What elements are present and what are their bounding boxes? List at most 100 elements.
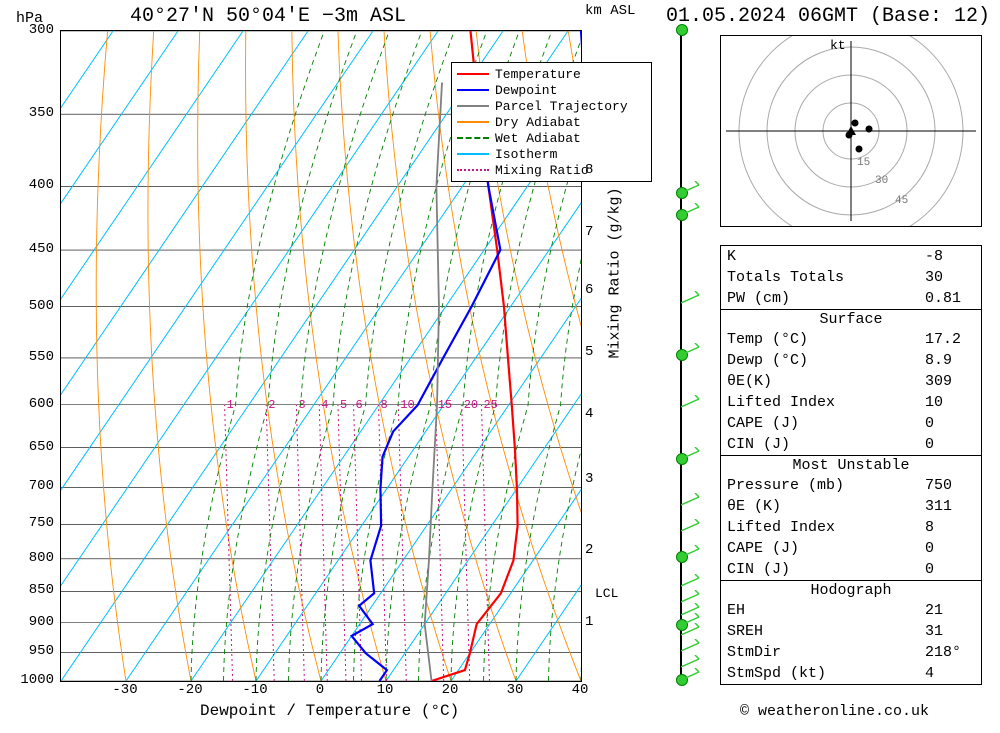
- mixing-ratio-value: 25: [483, 398, 497, 412]
- param-value: 311: [925, 496, 975, 517]
- x-axis-ticks: -30-20-10010203040: [60, 682, 580, 702]
- pressure-tick: 900: [29, 614, 54, 630]
- mixing-ratio-value: 20: [464, 398, 478, 412]
- data-row: Totals Totals30: [721, 267, 981, 288]
- param-name: Lifted Index: [727, 517, 925, 538]
- temp-tick: 30: [507, 682, 524, 698]
- param-name: PW (cm): [727, 288, 925, 309]
- mixing-ratio-value: 10: [400, 398, 414, 412]
- location-title: 40°27'N 50°04'E −3m ASL: [130, 5, 406, 28]
- data-row: Temp (°C)17.2: [721, 329, 981, 350]
- pressure-tick: 550: [29, 349, 54, 365]
- data-row: CAPE (J)0: [721, 538, 981, 559]
- param-value: 0: [925, 538, 975, 559]
- legend-row: Dry Adiabat: [457, 114, 646, 130]
- param-value: 4: [925, 663, 975, 684]
- svg-text:30: 30: [875, 175, 888, 187]
- temp-tick: -10: [242, 682, 267, 698]
- param-value: -8: [925, 246, 975, 267]
- pressure-tick: 500: [29, 298, 54, 314]
- data-row: EH21: [721, 600, 981, 621]
- mixing-ratio-value: 15: [438, 398, 452, 412]
- data-row: StmSpd (kt)4: [721, 663, 981, 684]
- hodograph: 153045: [720, 35, 982, 227]
- lcl-label: LCL: [595, 586, 618, 601]
- param-name: θE (K): [727, 496, 925, 517]
- param-value: 218°: [925, 642, 975, 663]
- param-value: 0: [925, 559, 975, 580]
- legend-label: Temperature: [495, 67, 581, 82]
- skewt-plot: TemperatureDewpointParcel TrajectoryDry …: [60, 30, 582, 682]
- pressure-tick: 300: [29, 22, 54, 38]
- mixing-ratio-label: Mixing Ratio (g/kg): [607, 187, 624, 358]
- wind-barb: [681, 493, 705, 517]
- wind-barb: [681, 291, 705, 315]
- wind-barb: [681, 343, 705, 367]
- param-value: 21: [925, 600, 975, 621]
- legend-row: Isotherm: [457, 146, 646, 162]
- pressure-tick: 450: [29, 241, 54, 257]
- param-name: Totals Totals: [727, 267, 925, 288]
- param-name: StmSpd (kt): [727, 663, 925, 684]
- data-row: θE (K)311: [721, 496, 981, 517]
- wind-barb: [681, 545, 705, 569]
- data-row: K-8: [721, 246, 981, 267]
- legend-swatch: [457, 121, 489, 123]
- param-value: 30: [925, 267, 975, 288]
- legend-swatch: [457, 169, 489, 171]
- param-name: CAPE (J): [727, 538, 925, 559]
- data-row: Pressure (mb)750: [721, 475, 981, 496]
- y-axis-right-unit: km ASL: [585, 4, 635, 19]
- pressure-tick: 950: [29, 643, 54, 659]
- mixing-ratio-value: 2: [268, 398, 275, 412]
- altitude-tick: 5: [585, 344, 593, 360]
- indices-table: K-8Totals Totals30PW (cm)0.81SurfaceTemp…: [720, 245, 982, 685]
- pressure-tick: 650: [29, 439, 54, 455]
- legend-row: Mixing Ratio: [457, 162, 646, 178]
- legend-row: Dewpoint: [457, 82, 646, 98]
- altitude-tick: 6: [585, 282, 593, 298]
- section-title: Most Unstable: [721, 456, 981, 475]
- param-value: 0: [925, 434, 975, 455]
- legend-label: Wet Adiabat: [495, 131, 581, 146]
- mixing-ratio-value: 8: [381, 398, 388, 412]
- param-name: Dewp (°C): [727, 350, 925, 371]
- param-name: Lifted Index: [727, 392, 925, 413]
- param-value: 17.2: [925, 329, 975, 350]
- data-row: Dewp (°C)8.9: [721, 350, 981, 371]
- data-row: SREH31: [721, 621, 981, 642]
- data-row: Lifted Index10: [721, 392, 981, 413]
- legend-swatch: [457, 73, 489, 75]
- data-row: CAPE (J)0: [721, 413, 981, 434]
- mixing-ratio-value: 4: [321, 398, 328, 412]
- data-row: Lifted Index8: [721, 517, 981, 538]
- legend-row: Parcel Trajectory: [457, 98, 646, 114]
- param-value: 8.9: [925, 350, 975, 371]
- data-row: CIN (J)0: [721, 559, 981, 580]
- mixing-ratio-value: 6: [356, 398, 363, 412]
- wind-barb: [681, 519, 705, 543]
- param-name: CIN (J): [727, 434, 925, 455]
- altitude-tick: 4: [585, 406, 593, 422]
- altitude-tick: 8: [585, 162, 593, 178]
- temp-tick: 0: [316, 682, 324, 698]
- mixing-ratio-value: 1: [227, 398, 234, 412]
- temp-tick: -30: [112, 682, 137, 698]
- data-row: θE(K)309: [721, 371, 981, 392]
- wind-barb: [681, 395, 705, 419]
- x-axis-label: Dewpoint / Temperature (°C): [200, 702, 459, 720]
- data-row: CIN (J)0: [721, 434, 981, 455]
- param-value: 31: [925, 621, 975, 642]
- legend-label: Dewpoint: [495, 83, 557, 98]
- altitude-tick: 3: [585, 471, 593, 487]
- legend-label: Mixing Ratio: [495, 163, 589, 178]
- param-value: 10: [925, 392, 975, 413]
- param-value: 8: [925, 517, 975, 538]
- wind-barb: [681, 203, 705, 227]
- pressure-tick: 1000: [20, 672, 54, 688]
- legend-row: Temperature: [457, 66, 646, 82]
- param-name: θE(K): [727, 371, 925, 392]
- copyright: © weatheronline.co.uk: [740, 703, 929, 720]
- wind-level-marker: [676, 24, 688, 36]
- legend-label: Dry Adiabat: [495, 115, 581, 130]
